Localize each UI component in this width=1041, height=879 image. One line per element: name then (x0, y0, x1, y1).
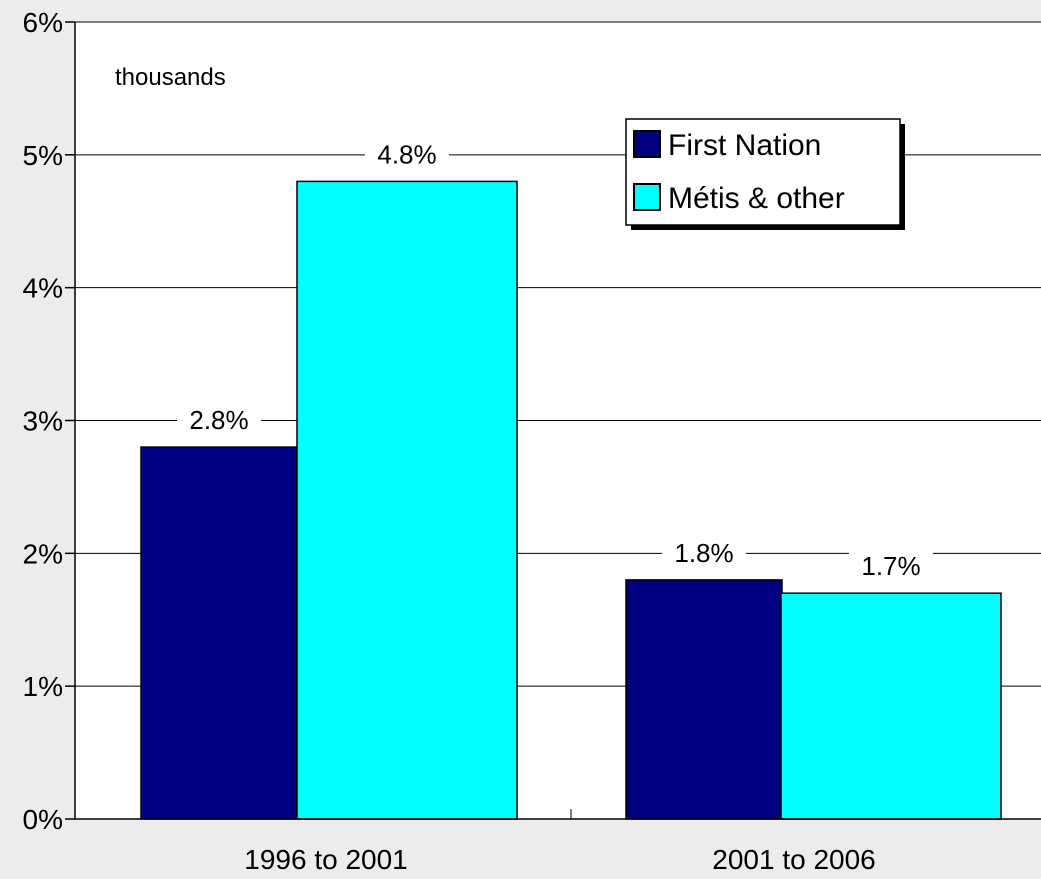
bars (140, 180, 1002, 820)
data-label-background (662, 537, 746, 568)
legend-label-first-nation: First Nation (668, 129, 821, 162)
bar-m-tis-other-1 (296, 180, 518, 820)
y-tick-label: 3% (23, 406, 63, 437)
data-label-background (365, 139, 449, 170)
legend-box (625, 118, 901, 226)
data-label: 4.8% (377, 139, 436, 169)
y-tick-label: 1% (23, 671, 63, 702)
y-tick-label: 0% (23, 804, 63, 835)
y-tick-label: 5% (23, 140, 63, 171)
y-axis-ticks: 0% 1% 2% 3% 4% 5% 6% (23, 7, 75, 835)
y-tick-label: 2% (23, 538, 63, 569)
data-label: 1.8% (674, 538, 733, 568)
y-tick-label: 4% (23, 273, 63, 304)
y-tick-label: 6% (23, 7, 63, 38)
bar-first-nation-1 (140, 446, 298, 820)
x-tick-label: 1996 to 2001 (244, 844, 408, 875)
legend-swatch-first-nation (633, 130, 661, 158)
x-axis-ticks: 1996 to 2001 2001 to 2006 (244, 844, 876, 875)
bar-m-tis-other-2 (780, 592, 1002, 820)
legend-label-metis-other: Métis & other (668, 182, 845, 215)
data-label-background (849, 551, 933, 582)
data-label: 1.7% (861, 551, 920, 581)
data-label-background (177, 405, 261, 436)
bar-first-nation-2 (625, 579, 783, 820)
x-tick-label: 2001 to 2006 (712, 844, 876, 875)
bar-labels: 2.8% 4.8% 1.8% 1.7% (177, 139, 933, 582)
units-annotation: thousands (115, 64, 226, 91)
legend-swatch-metis-other (633, 183, 661, 211)
legend: First Nation Métis & other (625, 118, 905, 230)
data-label: 2.8% (189, 405, 248, 435)
